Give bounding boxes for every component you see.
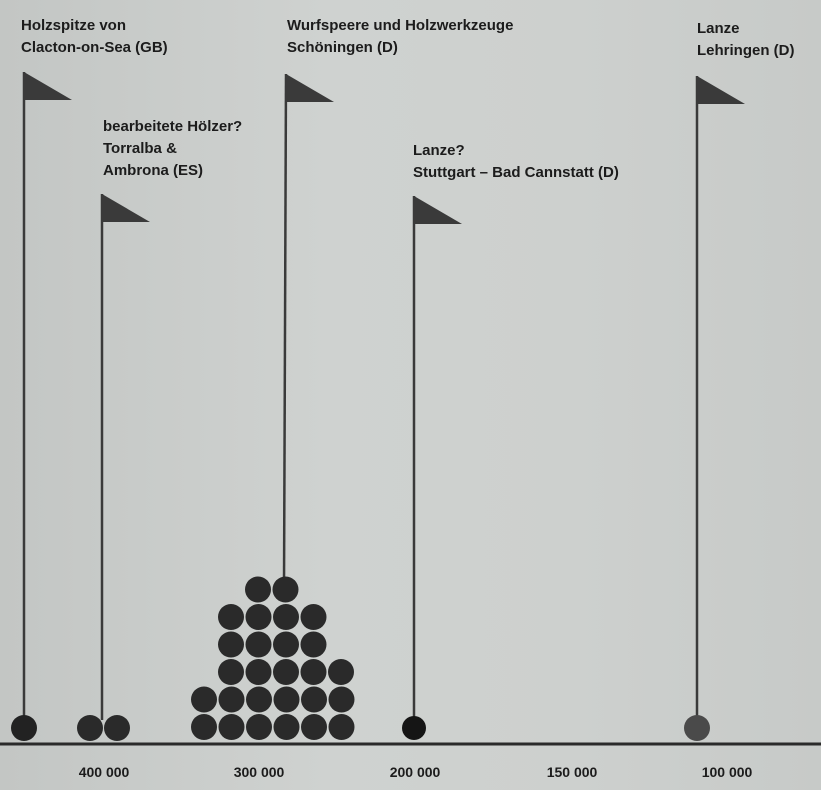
flag-pennant xyxy=(414,196,462,224)
marker-cluster-schoeningen xyxy=(191,576,355,740)
cluster-marker xyxy=(246,686,272,713)
cluster-marker xyxy=(300,659,327,685)
cluster-marker xyxy=(245,659,272,685)
flag-lehringen xyxy=(695,76,745,720)
cluster-marker xyxy=(273,714,300,740)
label-line: Stuttgart – Bad Cannstatt (D) xyxy=(413,164,619,181)
label-line: Clacton-on-Sea (GB) xyxy=(21,39,168,56)
flag-pole xyxy=(282,73,288,587)
axis-tick-label: 100 000 xyxy=(701,764,753,780)
cluster-marker xyxy=(273,659,299,685)
cluster-marker xyxy=(245,576,271,603)
cluster-marker xyxy=(218,631,244,658)
cluster-marker xyxy=(300,631,327,658)
label-line: Lanze xyxy=(697,20,740,37)
flag-pennant xyxy=(24,72,72,100)
cluster-marker xyxy=(191,714,217,740)
cluster-marker xyxy=(301,714,327,740)
label-lehringen: Lanze Lehringen (D) xyxy=(697,18,795,62)
cluster-marker xyxy=(273,604,299,630)
label-line: Holzspitze von xyxy=(21,17,127,34)
cluster-marker xyxy=(328,714,355,740)
marker-lehringen xyxy=(684,715,710,741)
cluster-marker xyxy=(218,659,244,685)
flag-stuttgart xyxy=(412,196,462,720)
label-line: Torralba & xyxy=(103,140,177,157)
label-line: Wurfspeere und Holzwerkzeuge xyxy=(287,17,514,34)
label-line: Lanze? xyxy=(413,142,465,159)
cluster-marker xyxy=(300,604,327,630)
label-clacton: Holzspitze von Clacton-on-Sea (GB) xyxy=(21,15,168,59)
label-stuttgart: Lanze? Stuttgart – Bad Cannstatt (D) xyxy=(413,140,619,184)
cluster-marker xyxy=(218,714,245,740)
label-line: bearbeitete Hölzer? xyxy=(103,118,243,135)
cluster-marker xyxy=(218,604,244,630)
cluster-marker xyxy=(328,659,354,685)
cluster-marker xyxy=(328,686,355,713)
marker-torralba-1 xyxy=(77,715,103,741)
cluster-marker xyxy=(246,714,272,740)
label-line: Schöningen (D) xyxy=(287,39,398,56)
flag-pennant xyxy=(286,74,334,102)
marker-torralba-2 xyxy=(104,715,130,741)
axis-tick-label: 400 000 xyxy=(78,764,130,780)
label-schoeningen: Wurfspeere und Holzwerkzeuge Schöningen … xyxy=(287,15,513,59)
label-torralba: bearbeitete Hölzer? Torralba & Ambrona (… xyxy=(103,116,242,182)
cluster-marker xyxy=(218,686,245,713)
flag-schoeningen xyxy=(282,73,334,587)
cluster-marker xyxy=(273,631,299,658)
flag-pennant xyxy=(697,76,745,104)
axis-tick-label: 200 000 xyxy=(389,764,441,780)
cluster-marker xyxy=(245,604,272,630)
label-line: Ambrona (ES) xyxy=(103,162,204,179)
flag-clacton xyxy=(22,72,72,720)
flag-pennant xyxy=(102,194,150,222)
cluster-marker xyxy=(273,686,300,713)
marker-clacton xyxy=(11,715,37,741)
cluster-marker xyxy=(301,686,327,713)
marker-stuttgart xyxy=(402,716,426,740)
axis-tick-label: 300 000 xyxy=(233,764,285,780)
cluster-marker xyxy=(191,686,217,713)
cluster-marker xyxy=(272,576,299,603)
label-line: Lehringen (D) xyxy=(697,42,795,59)
cluster-marker xyxy=(245,631,272,658)
flag-torralba xyxy=(100,194,150,720)
axis-tick-label: 150 000 xyxy=(546,764,598,780)
